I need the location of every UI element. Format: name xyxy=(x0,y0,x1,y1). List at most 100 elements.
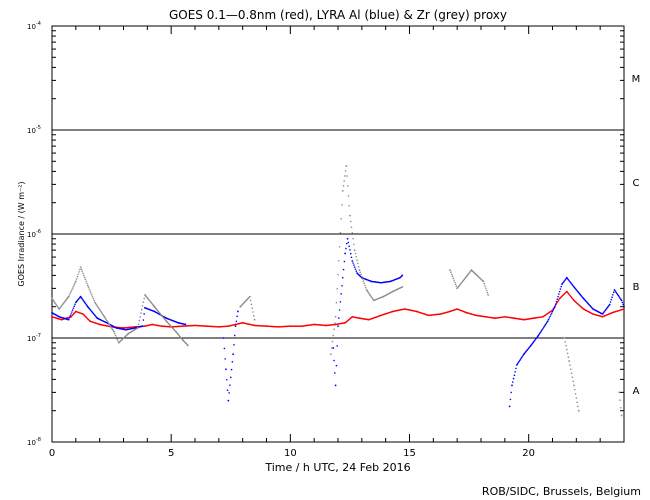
data-point xyxy=(335,364,338,367)
data-point xyxy=(351,260,354,262)
data-point xyxy=(620,406,622,409)
y-tick-label: 10-4 xyxy=(27,21,41,31)
data-point xyxy=(330,347,333,349)
data-point xyxy=(334,322,336,324)
data-point xyxy=(566,352,569,355)
data-point xyxy=(522,354,524,357)
data-point xyxy=(98,308,101,311)
data-point xyxy=(554,303,557,305)
data-point xyxy=(368,293,371,296)
data-point xyxy=(548,317,551,319)
data-point xyxy=(53,301,56,303)
data-point xyxy=(79,266,82,269)
data-point xyxy=(116,338,118,340)
data-point xyxy=(338,246,341,248)
data-point xyxy=(346,185,349,187)
data-point xyxy=(82,272,84,275)
data-point xyxy=(74,282,76,284)
data-point xyxy=(520,356,523,359)
data-point xyxy=(332,347,335,349)
data-point xyxy=(72,307,75,309)
data-point xyxy=(105,318,107,321)
data-point xyxy=(340,218,342,220)
data-point xyxy=(367,291,369,294)
data-point xyxy=(511,381,514,383)
data-point xyxy=(609,301,612,303)
data-point xyxy=(108,323,110,326)
data-point xyxy=(70,290,72,293)
data-point xyxy=(564,341,567,343)
x-tick-label: 10 xyxy=(284,448,297,459)
data-point xyxy=(622,303,625,306)
data-point xyxy=(81,270,83,273)
data-point xyxy=(619,399,621,401)
data-point xyxy=(357,262,359,265)
data-point xyxy=(345,165,348,167)
data-point xyxy=(359,271,362,274)
data-point xyxy=(517,361,520,364)
data-point xyxy=(338,309,341,311)
series-1 xyxy=(51,237,625,408)
flare-class-label: B xyxy=(633,282,640,293)
data-point xyxy=(568,360,571,362)
data-point xyxy=(236,315,238,318)
data-point xyxy=(86,282,88,285)
x-tick-label: 0 xyxy=(49,448,55,459)
data-point xyxy=(117,340,119,342)
credit-label: ROB/SIDC, Brussels, Belgium xyxy=(482,485,641,498)
data-point xyxy=(612,291,615,294)
data-point xyxy=(574,393,577,395)
data-point xyxy=(516,362,519,365)
data-point xyxy=(231,361,234,363)
data-point xyxy=(336,287,339,290)
data-point xyxy=(71,289,73,291)
data-point xyxy=(353,243,355,246)
data-point xyxy=(111,328,114,331)
data-point xyxy=(85,280,87,283)
data-point xyxy=(559,288,562,290)
data-point xyxy=(228,392,230,394)
data-point xyxy=(84,302,87,305)
chart-title: GOES 0.1—0.8nm (red), LYRA Al (blue) & Z… xyxy=(169,8,507,22)
data-point xyxy=(569,364,571,366)
data-point xyxy=(81,298,83,300)
data-point xyxy=(113,332,116,335)
data-point xyxy=(346,175,348,177)
y-tick-label: 10-7 xyxy=(27,333,41,343)
data-point xyxy=(86,284,89,287)
x-tick-label: 20 xyxy=(522,448,535,459)
data-point xyxy=(370,296,373,298)
data-point xyxy=(577,405,579,408)
data-point xyxy=(102,313,104,316)
data-point xyxy=(67,295,70,298)
data-point xyxy=(509,398,512,401)
data-point xyxy=(565,344,567,347)
data-point xyxy=(513,374,516,377)
data-point xyxy=(616,293,619,296)
data-point xyxy=(358,269,361,271)
data-point xyxy=(577,409,580,412)
data-point xyxy=(227,399,230,402)
data-point xyxy=(253,318,256,321)
data-point xyxy=(351,232,354,234)
data-point xyxy=(112,329,114,332)
data-point xyxy=(345,242,348,245)
x-tick-label: 5 xyxy=(168,448,174,459)
data-point xyxy=(141,325,144,328)
data-point xyxy=(569,368,572,370)
data-point xyxy=(349,214,351,217)
data-point xyxy=(340,293,342,295)
data-point xyxy=(51,298,54,301)
data-point xyxy=(80,268,83,270)
data-point xyxy=(73,283,76,286)
data-point xyxy=(365,286,367,289)
data-point xyxy=(364,284,366,287)
data-point xyxy=(98,307,100,310)
data-point xyxy=(339,232,342,234)
data-point xyxy=(337,325,339,328)
data-point xyxy=(354,268,357,270)
y-axis-label: GOES Irradiance / (W m⁻²) xyxy=(17,181,26,286)
data-point xyxy=(615,291,617,294)
data-point xyxy=(90,294,93,296)
